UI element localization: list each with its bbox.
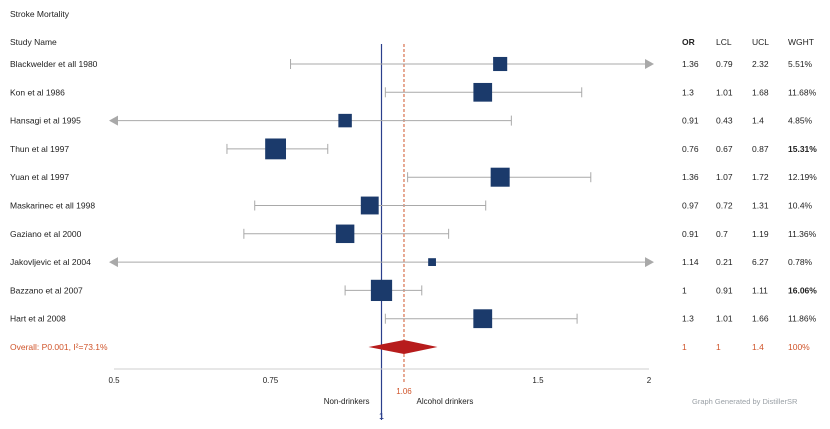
cell-or: 1.36 [682,59,699,69]
point-estimate [473,82,493,102]
cell-or: 1.14 [682,257,699,267]
study-name: Kon et al 1986 [10,87,65,97]
study-name: Thun et al 1997 [10,144,69,154]
cell-weight: 12.19% [788,172,817,182]
cell-ucl: 1.4 [752,116,764,126]
header-weight: WGHT [788,37,814,47]
cell-weight: 16.06% [788,285,817,295]
x-tick-label: 0.5 [108,376,120,385]
reference-label: 1 [379,412,384,421]
overall-estimate-label: 1.06 [396,387,412,396]
point-estimate [338,113,352,128]
x-tick-label: 2 [647,376,652,385]
header-or: OR [682,37,695,47]
point-estimate [265,138,287,160]
cell-or: 0.91 [682,116,699,126]
cell-or: 0.91 [682,229,699,239]
cell-ucl: 1.68 [752,87,769,97]
header-ucl: UCL [752,37,769,47]
x-tick-label: 0.75 [263,376,279,385]
cell-weight: 0.78% [788,257,813,267]
cell-lcl: 1.07 [716,172,733,182]
cell-weight: 4.85% [788,116,813,126]
cell-ucl: 0.87 [752,144,769,154]
overall-diamond [368,340,438,354]
cell-ucl: 1.31 [752,201,769,211]
header-lcl: LCL [716,37,732,47]
header-study-name: Study Name [10,37,57,47]
overall-label: Overall: P0.001, I²=73.1% [10,342,108,352]
point-estimate [360,196,379,215]
study-name: Hart et al 2008 [10,314,66,324]
cell-lcl: 0.21 [716,257,733,267]
study-name: Gaziano et al 2000 [10,229,82,239]
point-estimate [428,258,436,266]
cell-or: 1 [682,285,687,295]
point-estimate [493,56,508,72]
cell-or: 1.3 [682,314,694,324]
cell-weight: 11.86% [788,314,817,324]
cell-weight: 10.4% [788,201,813,211]
right-direction-label: Alcohol drinkers [417,397,474,406]
study-rows: Blackwelder et all 1980 1.36 0.79 2.32 5.51%… [10,56,817,354]
study-name: Bazzano et al 2007 [10,285,83,295]
ci-arrow-right [645,257,654,268]
study-name: Jakovljevic et al 2004 [10,257,91,267]
ci-arrow-left [109,115,118,126]
cell-ucl: 1.66 [752,314,769,324]
cell-lcl: 0.79 [716,59,733,69]
cell-or: 1.3 [682,87,694,97]
cell-weight: 5.51% [788,59,813,69]
credit-text: Graph Generated by DistillerSR [692,397,798,406]
cell-or: 0.97 [682,201,699,211]
overall-ucl: 1.4 [752,342,764,352]
cell-ucl: 1.19 [752,229,769,239]
cell-ucl: 6.27 [752,257,769,267]
cell-ucl: 1.72 [752,172,769,182]
plot-area [380,44,405,420]
cell-lcl: 0.7 [716,229,728,239]
point-estimate [490,167,510,187]
overall-weight: 100% [788,342,810,352]
overall-lcl: 1 [716,342,721,352]
study-name: Maskarinec et all 1998 [10,201,95,211]
cell-or: 0.76 [682,144,699,154]
cell-lcl: 0.43 [716,116,733,126]
study-name: Blackwelder et all 1980 [10,59,98,69]
cell-or: 1.36 [682,172,699,182]
cell-weight: 15.31% [788,144,817,154]
cell-ucl: 1.11 [752,285,768,295]
x-tick-label: 1.5 [532,376,544,385]
x-axis: 0.5 0.75 1.5 2 1.06 Non-drinkers Alcohol drink… [108,368,652,421]
cell-lcl: 0.91 [716,285,733,295]
study-name: Yuan et al 1997 [10,172,69,182]
overall-or: 1 [682,342,687,352]
point-estimate [473,309,493,329]
study-name: Hansagi et al 1995 [10,116,81,126]
cell-lcl: 1.01 [716,314,733,324]
point-estimate [335,224,355,244]
cell-lcl: 0.67 [716,144,733,154]
cell-ucl: 2.32 [752,59,769,69]
left-direction-label: Non-drinkers [324,397,370,406]
cell-weight: 11.68% [788,87,817,97]
chart-title: Stroke Mortality [10,9,70,19]
cell-weight: 11.36% [788,229,817,239]
point-estimate [370,279,393,302]
ci-arrow-left [109,257,118,268]
ci-arrow-right [645,59,654,69]
cell-lcl: 1.01 [716,87,733,97]
cell-lcl: 0.72 [716,201,733,211]
